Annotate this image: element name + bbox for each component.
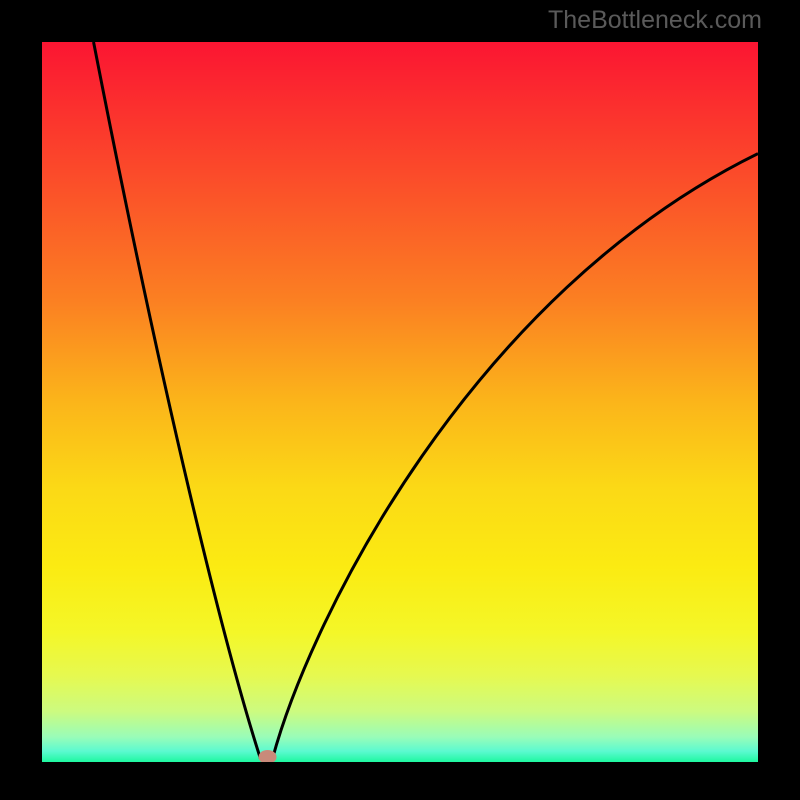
optimal-point-marker bbox=[259, 750, 277, 764]
plot-background-gradient bbox=[42, 42, 758, 762]
bottleneck-plot bbox=[0, 0, 800, 800]
chart-container: TheBottleneck.com bbox=[0, 0, 800, 800]
